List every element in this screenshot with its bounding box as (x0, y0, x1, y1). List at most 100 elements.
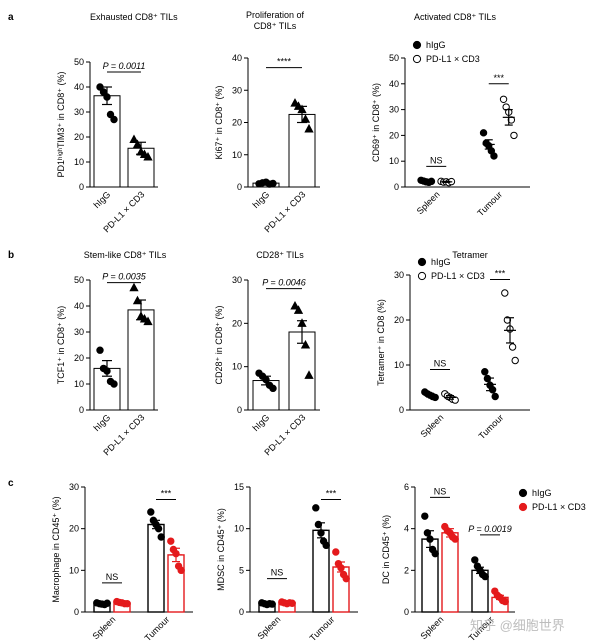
legend-marker (518, 502, 528, 512)
y-tick-label: 10 (234, 524, 244, 534)
data-point (510, 131, 518, 140)
significance-label: **** (277, 57, 292, 67)
x-tick-label: Spleen (415, 189, 442, 216)
y-tick-label: 50 (389, 53, 399, 63)
y-tick-label: 20 (69, 524, 79, 534)
panel-letter-c: c (8, 478, 14, 489)
data-point (143, 151, 153, 161)
significance-label: NS (430, 155, 443, 165)
legend-marker (412, 40, 422, 50)
x-tick-label: Tumour (475, 189, 504, 218)
data-point (304, 123, 314, 133)
data-point (129, 134, 139, 143)
x-tick-label: Spleen (256, 614, 283, 641)
y-axis-label: PD1ʰⁱᵍʰTIM3⁺ in CD8⁺ (%) (56, 72, 66, 178)
x-tick-label: hIgG (251, 412, 272, 433)
panel-letter-b: b (8, 250, 14, 261)
y-tick-label: 30 (232, 85, 242, 95)
chart-title: Activated CD8⁺ TILs (414, 12, 497, 22)
data-point (167, 537, 175, 545)
significance-label: *** (495, 269, 506, 279)
significance-label: NS (434, 486, 447, 496)
chart-title-line: CD8⁺ TILs (254, 21, 297, 31)
chart-title: Proliferation of CD8⁺ TILs (246, 10, 305, 31)
y-tick-label: 20 (232, 318, 242, 328)
y-tick-label: 30 (74, 327, 84, 337)
data-point (490, 152, 498, 160)
data-point (481, 368, 489, 376)
significance-label: P = 0.0046 (262, 278, 305, 288)
bar (441, 532, 459, 613)
x-tick-label: hIgG (92, 189, 113, 210)
y-tick-label: 50 (74, 57, 84, 67)
chart-title: Exhausted CD8⁺ TILs (90, 12, 178, 22)
data-point (143, 316, 153, 326)
legend-label: PD-L1 × CD3 (431, 271, 485, 281)
bar (167, 554, 185, 613)
y-tick-label: 20 (74, 353, 84, 363)
chart-a1: Exhausted CD8⁺ TILs 0 10 20 30 40 50 PD1ʰⁱᵍʰTIM… (56, 12, 178, 234)
significance-label: P = 0.0011 (103, 61, 146, 71)
data-point (293, 305, 304, 314)
y-tick-label: 0 (394, 182, 399, 192)
y-axis-label: DC in CD45⁺ (%) (381, 515, 391, 584)
y-tick-label: 40 (389, 79, 399, 89)
y-axis-label: Tetramer⁺ in CD8 (%) (376, 299, 386, 386)
data-point (499, 95, 508, 103)
y-tick-label: 0 (404, 607, 409, 617)
data-point (290, 300, 300, 310)
chart-a2: Proliferation of CD8⁺ TILs 0 10 20 30 40 Ki67⁺ … (214, 10, 320, 234)
y-tick-label: 0 (399, 405, 404, 415)
x-tick-label: Spleen (91, 614, 118, 641)
data-point (110, 115, 118, 124)
data-point (132, 139, 143, 148)
data-point (110, 380, 118, 388)
chart-b1: Stem-like CD8⁺ TILs 0 10 20 30 40 50 TCF1⁺ in C… (56, 250, 167, 457)
x-tick-label: Spleen (419, 412, 446, 439)
legend-marker (417, 271, 427, 281)
data-point (471, 556, 479, 564)
y-tick-label: 0 (237, 405, 242, 415)
y-axis-label: Macrophage in CD45⁺ (%) (51, 496, 61, 602)
y-tick-label: 20 (74, 132, 84, 142)
data-point (129, 282, 139, 292)
legend-marker (518, 488, 528, 498)
legend-label: hIgG (532, 488, 552, 498)
y-axis-label: Ki67⁺ in CD8⁺ (%) (214, 85, 224, 159)
y-axis-label: CD28⁺ in CD8⁺ (%) (214, 305, 224, 384)
y-tick-label: 10 (232, 362, 242, 372)
y-tick-label: 40 (74, 82, 84, 92)
significance-label: P = 0.0035 (102, 272, 146, 282)
y-tick-label: 0 (74, 607, 79, 617)
y-tick-label: 10 (74, 379, 84, 389)
data-point (479, 129, 488, 137)
legend-label: PD-L1 × CD3 (426, 54, 480, 64)
y-tick-label: 20 (232, 118, 242, 128)
y-axis-label: CD69⁺ in CD8⁺ (%) (371, 83, 381, 162)
y-tick-label: 0 (237, 182, 242, 192)
data-point (421, 512, 429, 520)
legend-marker (412, 54, 422, 64)
y-tick-label: 30 (394, 270, 404, 280)
y-tick-label: 50 (74, 275, 84, 285)
legend-marker (417, 257, 427, 267)
plots: Exhausted CD8⁺ TILs01020304050PD1ʰⁱᵍʰTIM… (51, 10, 586, 642)
y-tick-label: 40 (232, 53, 242, 63)
y-axis-label: TCF1⁺ in CD8⁺ (%) (56, 306, 66, 385)
data-point (300, 339, 311, 349)
bar (288, 113, 316, 188)
significance-label: NS (106, 572, 119, 582)
watermark: 知乎 @细胞世界 (470, 618, 565, 633)
panel-letter-a: a (8, 12, 14, 23)
chart-title-line: Proliferation of (246, 10, 305, 20)
data-point (501, 289, 509, 297)
chart-title: Tetramer (452, 250, 488, 260)
chart-c1: 0 10 20 30 Macrophage in CD45⁺ (%) Spleen Tumo… (51, 482, 193, 642)
y-tick-label: 4 (404, 524, 409, 534)
y-tick-label: 10 (389, 156, 399, 166)
significance-label: NS (434, 359, 447, 369)
y-tick-label: 0 (79, 182, 84, 192)
